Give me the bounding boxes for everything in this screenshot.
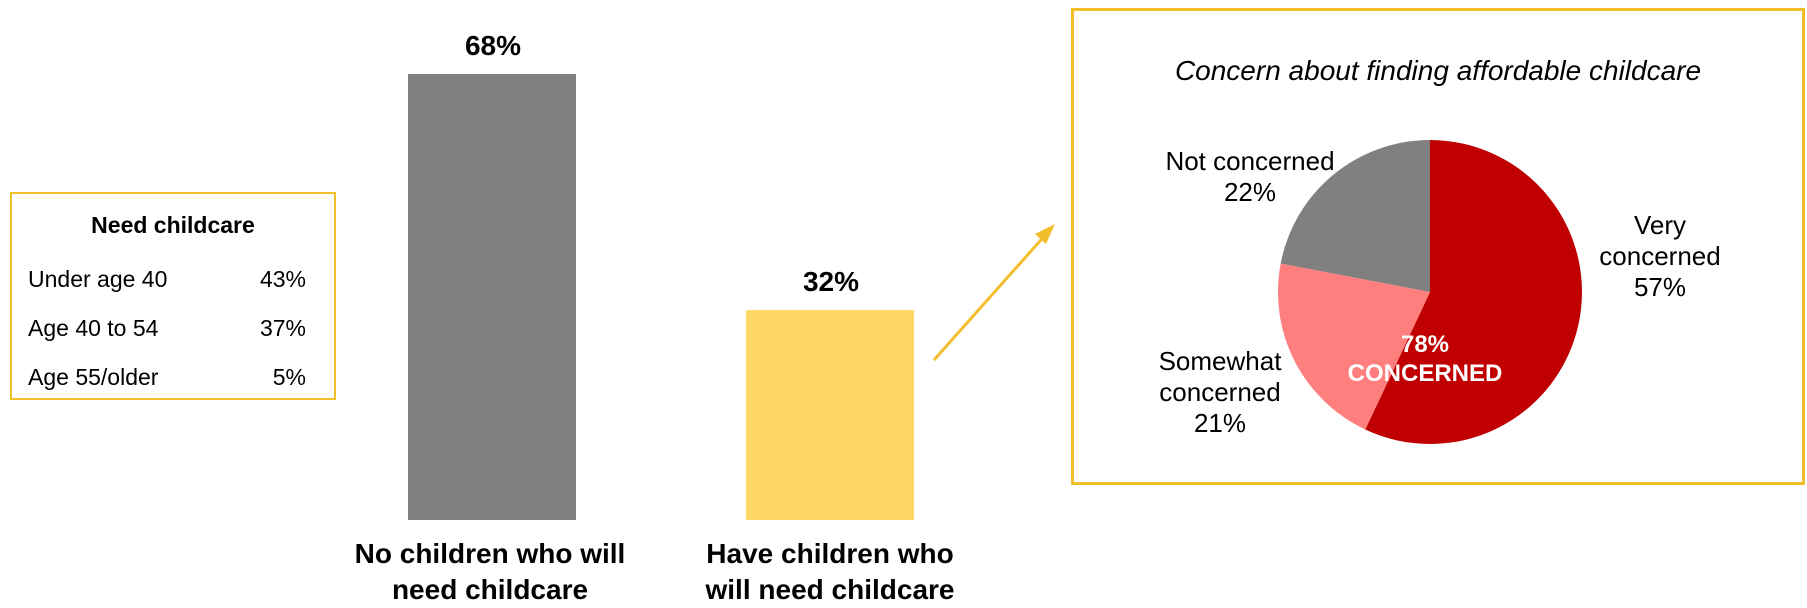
label-line: Somewhat <box>1158 346 1282 376</box>
row-value: 37% <box>259 315 306 341</box>
bar-value-label: 32% <box>802 266 860 298</box>
bar-category-label: Have children who will need childcare <box>660 536 1000 608</box>
center-line: 78% <box>1400 331 1450 358</box>
slice-label-very: Very concerned 57% <box>1590 210 1730 303</box>
bar-no-children <box>408 74 576 520</box>
label-line: 22% <box>1223 177 1277 207</box>
pie-slice-somewhat-concerned <box>1278 263 1430 430</box>
pie-center-label: 78% CONCERNED <box>1330 330 1520 388</box>
pie-slice-not-concerned <box>1280 140 1430 292</box>
category-line: No children who will <box>354 538 626 569</box>
bar-have-children <box>746 310 914 520</box>
category-line: Have children who <box>706 538 954 569</box>
table-row: Age 40 to 54 37% <box>28 315 306 345</box>
need-childcare-table: Need childcare Under age 40 43% Age 40 t… <box>10 192 336 400</box>
arrow-head-icon <box>1035 224 1055 244</box>
label-line: Very <box>1633 210 1687 240</box>
row-value: 43% <box>259 266 306 292</box>
row-label: Age 55/older <box>28 364 159 390</box>
pie-title: Concern about finding affordable childca… <box>1174 55 1702 86</box>
table-row: Age 55/older 5% <box>28 364 306 394</box>
arrow-line <box>932 231 1050 361</box>
table-row: Under age 40 43% <box>28 266 306 296</box>
slice-label-somewhat: Somewhat concerned 21% <box>1130 346 1310 439</box>
label-line: concerned <box>1159 377 1281 407</box>
label-line: Not concerned <box>1165 146 1335 176</box>
label-line: concerned <box>1599 241 1721 271</box>
slice-label-not: Not concerned 22% <box>1140 146 1360 208</box>
bar-category-label: No children who will need childcare <box>320 536 660 608</box>
category-line: will need childcare <box>705 574 955 605</box>
table-title: Need childcare <box>91 212 255 238</box>
category-line: need childcare <box>391 574 589 605</box>
pie-slice-very-concerned <box>1365 140 1582 444</box>
pie-panel: Concern about finding affordable childca… <box>1071 8 1805 485</box>
center-line: CONCERNED <box>1347 360 1503 387</box>
row-label: Under age 40 <box>28 266 168 292</box>
row-value: 5% <box>272 364 306 390</box>
label-line: 57% <box>1633 272 1687 302</box>
bar-value-label: 68% <box>464 30 522 61</box>
label-line: 21% <box>1193 408 1247 438</box>
row-label: Age 40 to 54 <box>28 315 159 341</box>
